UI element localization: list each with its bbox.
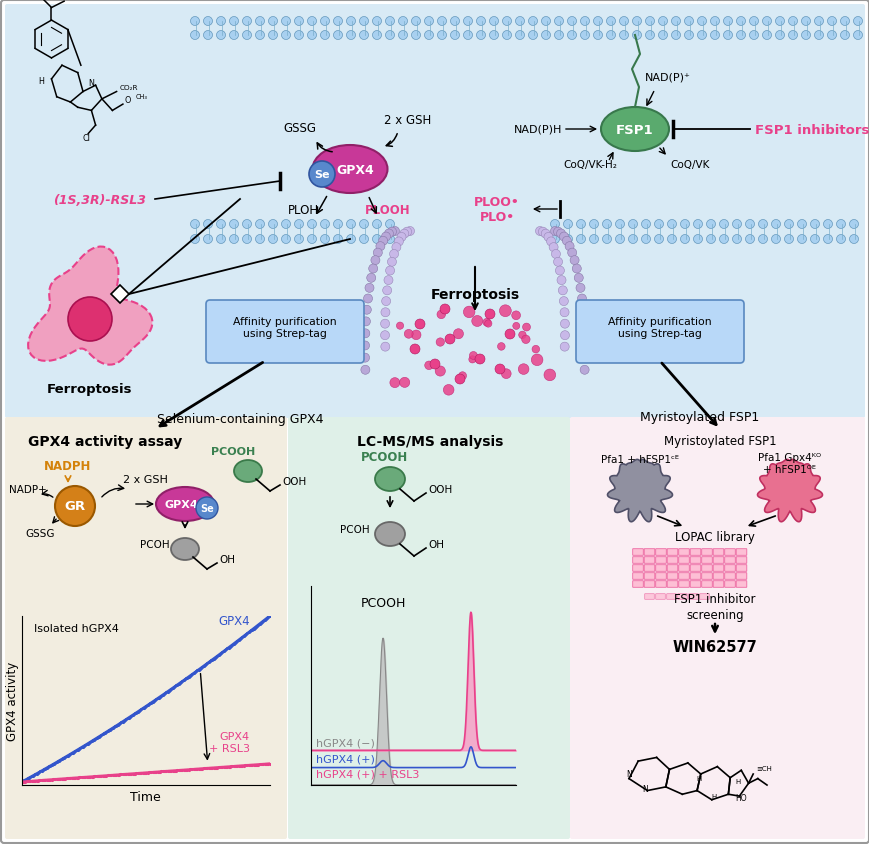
- Circle shape: [394, 238, 403, 246]
- Circle shape: [216, 31, 225, 41]
- Circle shape: [580, 365, 588, 375]
- FancyBboxPatch shape: [724, 565, 734, 571]
- FancyBboxPatch shape: [701, 581, 712, 587]
- Circle shape: [550, 227, 559, 236]
- Circle shape: [389, 378, 400, 388]
- Circle shape: [203, 235, 212, 244]
- Circle shape: [774, 31, 784, 41]
- Circle shape: [627, 235, 637, 244]
- Text: N: N: [642, 783, 647, 793]
- Text: H: H: [38, 77, 44, 86]
- Circle shape: [560, 343, 568, 352]
- FancyBboxPatch shape: [701, 573, 712, 580]
- Circle shape: [501, 370, 511, 379]
- Circle shape: [359, 220, 368, 230]
- Circle shape: [535, 227, 544, 236]
- Circle shape: [471, 316, 482, 327]
- Circle shape: [554, 267, 564, 276]
- Circle shape: [494, 365, 504, 375]
- Text: LOPAC library: LOPAC library: [674, 531, 754, 544]
- Circle shape: [398, 31, 407, 41]
- Circle shape: [553, 228, 562, 237]
- Circle shape: [365, 284, 374, 293]
- Circle shape: [216, 18, 225, 26]
- FancyBboxPatch shape: [643, 549, 654, 555]
- Circle shape: [424, 18, 433, 26]
- FancyBboxPatch shape: [735, 581, 746, 587]
- Circle shape: [440, 305, 449, 315]
- Circle shape: [580, 329, 588, 338]
- Text: Se: Se: [314, 170, 329, 180]
- Text: hGPX4 (−): hGPX4 (−): [315, 738, 374, 747]
- Circle shape: [437, 31, 446, 41]
- Circle shape: [787, 18, 797, 26]
- Text: Se: Se: [200, 503, 214, 513]
- Circle shape: [589, 235, 598, 244]
- Circle shape: [671, 18, 680, 26]
- Circle shape: [748, 31, 758, 41]
- Circle shape: [229, 235, 238, 244]
- Circle shape: [761, 31, 771, 41]
- Circle shape: [411, 31, 420, 41]
- Circle shape: [424, 31, 433, 41]
- Circle shape: [719, 220, 727, 230]
- Circle shape: [242, 235, 251, 244]
- FancyBboxPatch shape: [678, 573, 688, 580]
- Circle shape: [497, 344, 505, 351]
- Circle shape: [361, 365, 369, 375]
- FancyBboxPatch shape: [735, 573, 746, 580]
- Circle shape: [295, 235, 303, 244]
- Circle shape: [255, 18, 264, 26]
- Circle shape: [580, 31, 589, 41]
- Circle shape: [196, 497, 218, 519]
- Circle shape: [797, 220, 806, 230]
- FancyBboxPatch shape: [569, 418, 864, 839]
- Circle shape: [385, 220, 394, 230]
- FancyBboxPatch shape: [701, 565, 712, 571]
- Text: Ferroptosis: Ferroptosis: [47, 383, 133, 396]
- Ellipse shape: [234, 461, 262, 483]
- Text: Isolated hGPX4: Isolated hGPX4: [34, 623, 119, 633]
- FancyBboxPatch shape: [643, 565, 654, 571]
- FancyBboxPatch shape: [713, 565, 723, 571]
- Circle shape: [593, 18, 602, 26]
- Circle shape: [396, 233, 406, 242]
- Circle shape: [580, 18, 589, 26]
- Circle shape: [242, 18, 251, 26]
- Text: GPX4: GPX4: [218, 614, 249, 628]
- Circle shape: [402, 228, 411, 237]
- Circle shape: [203, 220, 212, 230]
- Circle shape: [719, 235, 727, 244]
- Circle shape: [255, 235, 264, 244]
- FancyBboxPatch shape: [667, 549, 677, 555]
- Circle shape: [554, 31, 563, 41]
- Circle shape: [606, 18, 614, 26]
- Circle shape: [368, 265, 377, 273]
- Circle shape: [576, 220, 585, 230]
- Text: + hFSP1ᴼᴱ: + hFSP1ᴼᴱ: [763, 464, 816, 474]
- Circle shape: [693, 235, 701, 244]
- Circle shape: [282, 18, 290, 26]
- Text: N: N: [89, 79, 94, 88]
- Circle shape: [667, 220, 676, 230]
- Text: O: O: [125, 96, 131, 105]
- Circle shape: [295, 18, 303, 26]
- FancyBboxPatch shape: [701, 557, 712, 564]
- Circle shape: [429, 360, 440, 370]
- Circle shape: [436, 311, 445, 319]
- Circle shape: [398, 18, 407, 26]
- Circle shape: [787, 31, 797, 41]
- Circle shape: [381, 297, 390, 306]
- Circle shape: [360, 354, 369, 363]
- Circle shape: [504, 330, 514, 339]
- Circle shape: [320, 235, 329, 244]
- Circle shape: [541, 31, 550, 41]
- Circle shape: [706, 220, 714, 230]
- Circle shape: [632, 18, 640, 26]
- Text: GPX4: GPX4: [164, 500, 197, 510]
- Circle shape: [532, 346, 539, 354]
- Circle shape: [499, 306, 511, 317]
- Circle shape: [387, 258, 396, 267]
- Circle shape: [645, 31, 653, 41]
